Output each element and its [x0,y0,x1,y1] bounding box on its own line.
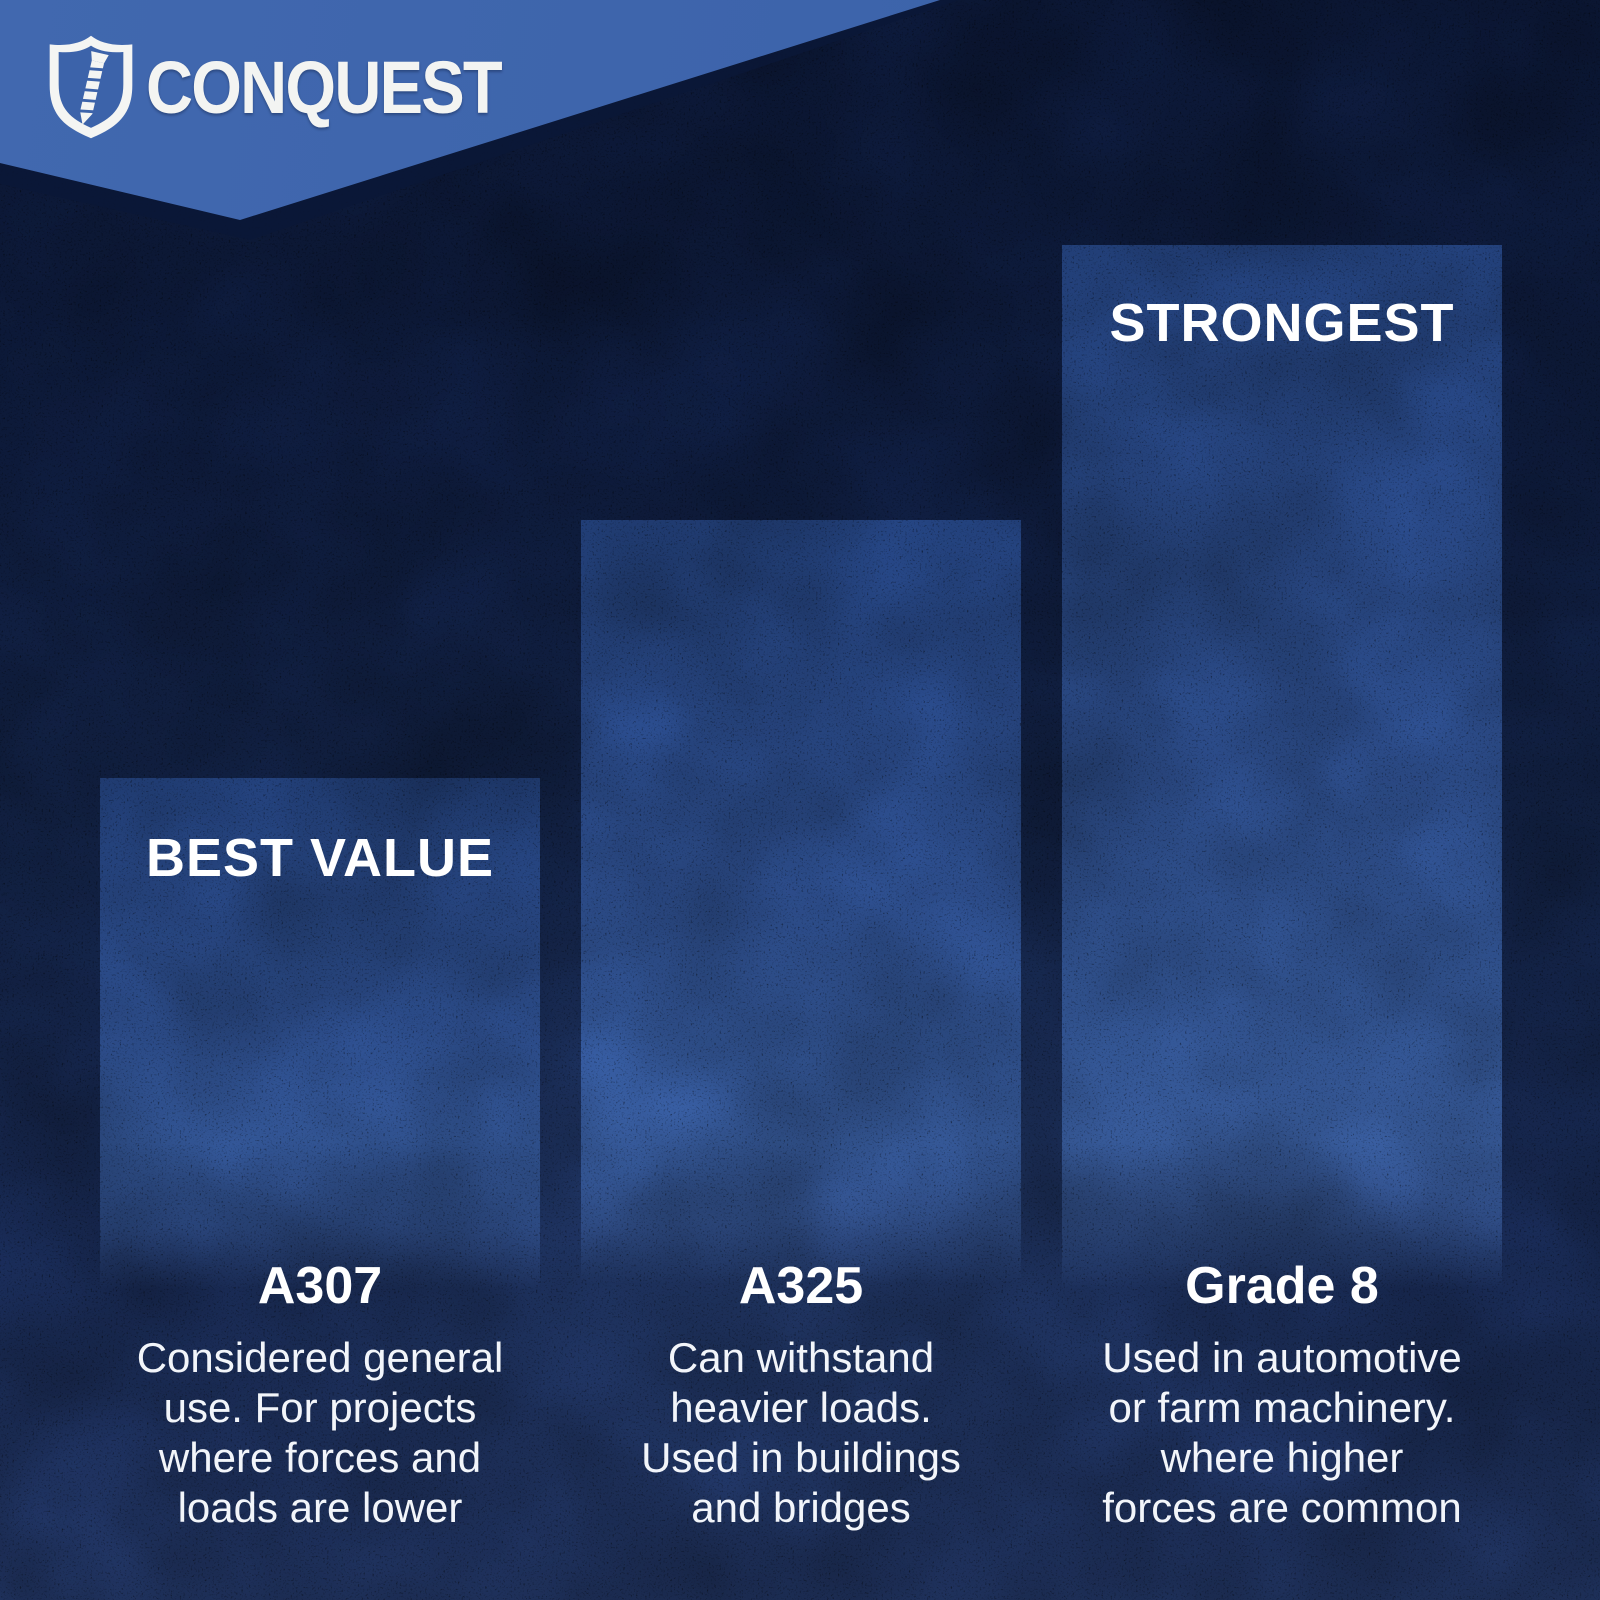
grade-label-grade8: Grade 8 [1185,1257,1379,1315]
grade-description-a325: Can withstand heavier loads. Used in bui… [641,1334,961,1531]
grade-description-a307: Considered general use. For projects whe… [136,1334,504,1531]
grade-label-a307: A307 [257,1257,383,1315]
brand-wordmark: CONQUEST [146,45,503,129]
badge-strongest: STRONGEST [1109,293,1455,353]
grade-label-a325: A325 [738,1257,864,1315]
bar-a325 [581,520,1021,1300]
shield-screw-icon [49,35,133,139]
bar-grade8 [1062,245,1502,1300]
grade-description-grade8: Used in automotive or farm machinery. wh… [1102,1334,1462,1531]
badge-best-value: BEST VALUE [145,828,495,888]
brand-logo: CONQUEST [46,34,549,140]
